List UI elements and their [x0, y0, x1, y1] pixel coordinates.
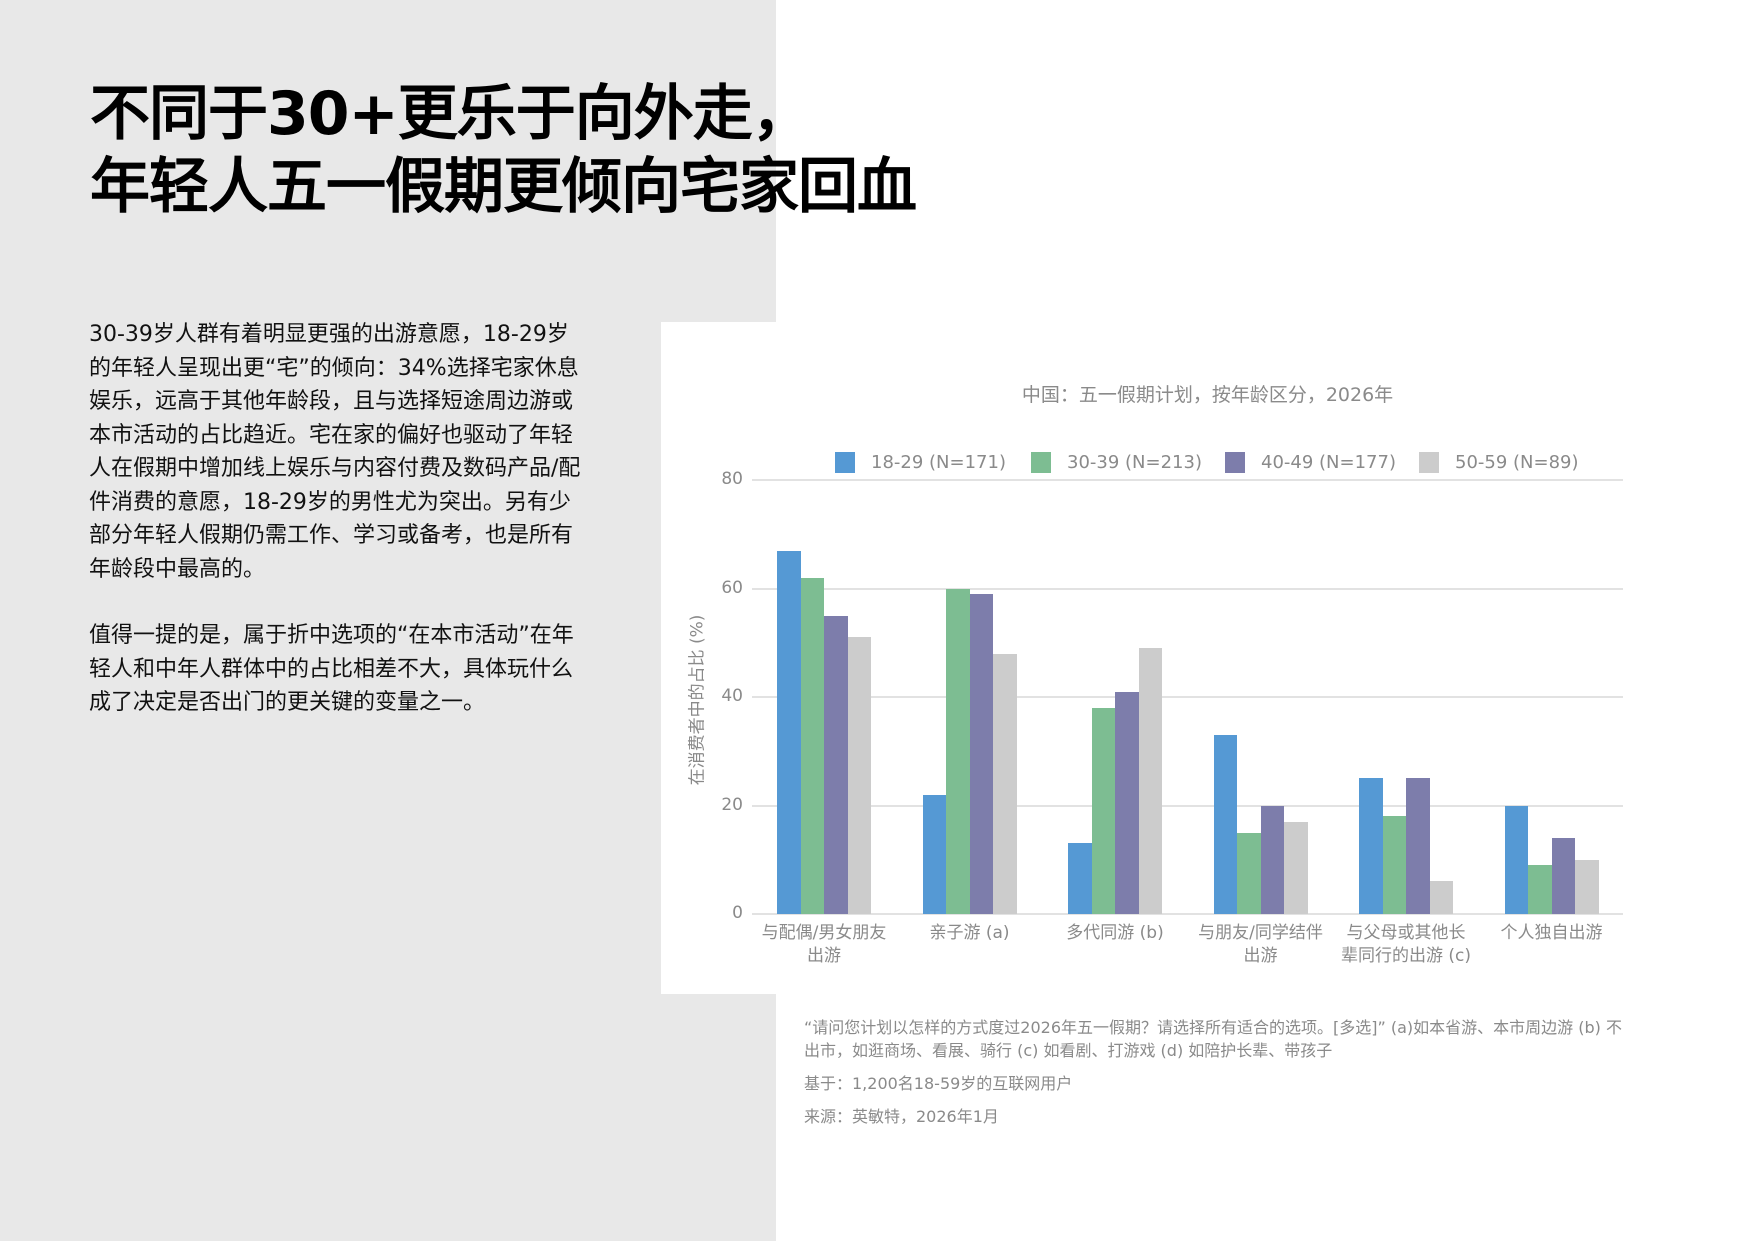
legend-item-40-49: 40-49 (N=177) [1225, 452, 1396, 473]
bar [1575, 859, 1599, 914]
legend-swatch-purple [1225, 452, 1245, 473]
bar [1504, 805, 1528, 914]
bar [993, 653, 1017, 914]
y-tick-label: 40 [721, 686, 743, 706]
bar [1068, 843, 1092, 914]
bar [847, 637, 871, 914]
bar [1406, 778, 1430, 914]
y-tick-label: 0 [732, 903, 743, 923]
gridline [752, 696, 1623, 698]
legend-label: 18-29 (N=171) [871, 452, 1006, 473]
x-category-label: 多代同游 (b) [1066, 923, 1164, 943]
bar [1213, 734, 1237, 914]
bar [1359, 778, 1383, 914]
gridline [752, 804, 1623, 807]
legend-swatch-green [1031, 452, 1051, 473]
y-tick-label: 80 [721, 469, 743, 489]
legend-swatch-gray [1419, 452, 1439, 473]
chart-card: 中国：五一假期计划，按年龄区分，2026年 18-29 (N=171) 30-3… [661, 322, 1754, 994]
legend-item-18-29: 18-29 (N=171) [835, 452, 1006, 473]
footnote-base: 基于：1,200名18-59岁的互联网用户 [804, 1074, 1073, 1093]
x-category-label: 与父母或其他长 辈同行的出游 (c) [1340, 923, 1471, 966]
y-tick-label: 60 [721, 577, 743, 598]
bar [1551, 838, 1575, 914]
body-paragraph-1: 30-39岁人群有着明显更强的出游意愿，18-29岁的年轻人呈现出更“宅”的倾向… [89, 322, 581, 582]
legend-label: 50-59 (N=89) [1455, 452, 1579, 473]
bar [969, 593, 993, 914]
bar [1382, 816, 1406, 914]
footnote-question: “请问您计划以怎样的方式度过2026年五一假期？请选择所有适合的选项。[多选]”… [804, 1018, 1622, 1060]
bar [800, 577, 824, 914]
x-category-label: 个人独自出游 [1500, 923, 1603, 943]
bar [946, 588, 970, 914]
bar [1260, 805, 1284, 914]
legend-label: 30-39 (N=213) [1067, 452, 1202, 473]
legend-item-30-39: 30-39 (N=213) [1031, 452, 1202, 473]
bar [1237, 832, 1261, 914]
body-paragraph-2: 值得一提的是，属于折中选项的“在本市活动”在年轻人和中年人群体中的占比相差不大，… [89, 623, 574, 715]
legend-item-50-59: 50-59 (N=89) [1419, 452, 1579, 473]
bar [1091, 707, 1115, 914]
headline-line-1: 不同于30+更乐于向外走， [90, 79, 812, 149]
body-text: 30-39岁人群有着明显更强的出游意愿，18-29岁的年轻人呈现出更“宅”的倾向… [89, 318, 589, 753]
x-category-label: 与朋友/同学结伴 出游 [1198, 923, 1323, 966]
bar-plot-area: 0 20 40 60 80 与配偶/男女朋友 出游 亲子游 (a) 多代同游 (b) 与朋友/同学… [661, 322, 1754, 994]
bar [1138, 648, 1162, 914]
bar [922, 794, 946, 914]
chart-footnotes: “请问您计划以怎样的方式度过2026年五一假期？请选择所有适合的选项。[多选]”… [804, 1016, 1624, 1138]
x-category-label: 与配偶/男女朋友 出游 [761, 923, 887, 966]
page-headline: 不同于30+更乐于向外走， 年轻人五一假期更倾向宅家回血 [90, 78, 917, 224]
bar [1115, 691, 1139, 914]
legend-label: 40-49 (N=177) [1261, 452, 1396, 473]
bar [824, 615, 848, 914]
bar [1429, 881, 1453, 914]
legend-swatch-blue [835, 452, 855, 473]
y-tick-label: 20 [721, 794, 743, 815]
x-category-label: 亲子游 (a) [929, 923, 1010, 943]
gridline [752, 587, 1623, 590]
headline-line-2: 年轻人五一假期更倾向宅家回血 [90, 152, 917, 222]
bar [1528, 865, 1552, 914]
bar [777, 550, 801, 914]
gridline [752, 913, 1623, 915]
gridline [752, 479, 1623, 481]
left-gray-panel [0, 0, 776, 1241]
bar [1284, 821, 1308, 914]
footnote-source: 来源：英敏特，2026年1月 [804, 1107, 999, 1126]
chart-title: 中国：五一假期计划，按年龄区分，2026年 [1021, 384, 1394, 406]
